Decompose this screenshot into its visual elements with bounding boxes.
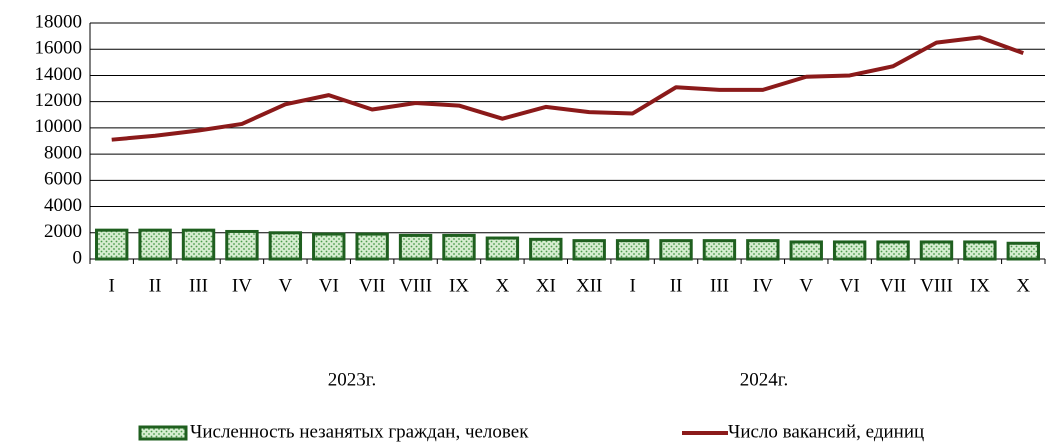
- bar: [355, 232, 389, 261]
- bar: [138, 228, 172, 261]
- y-tick-label: 10000: [35, 116, 83, 137]
- x-tick-label: II: [149, 275, 162, 296]
- bar: [746, 239, 780, 261]
- bar: [181, 228, 216, 261]
- x-tick-label: VI: [319, 275, 339, 296]
- y-tick-label: 4000: [44, 195, 82, 216]
- year-label: 2024г.: [740, 369, 788, 390]
- y-tick-label: 8000: [44, 142, 82, 163]
- bar: [789, 240, 823, 261]
- legend-swatch: [138, 425, 188, 441]
- legend-label: Численность незанятых граждан, человек: [190, 421, 529, 442]
- x-tick-label: VII: [880, 275, 906, 296]
- bar: [398, 233, 433, 261]
- bar: [702, 239, 737, 261]
- x-tick-label: XI: [536, 275, 556, 296]
- y-tick-label: 0: [73, 247, 83, 268]
- y-tick-label: 12000: [35, 90, 83, 111]
- x-tick-label: VIII: [399, 275, 432, 296]
- bar: [832, 240, 867, 261]
- bar: [529, 237, 563, 261]
- x-tick-label: III: [710, 275, 729, 296]
- y-tick-label: 2000: [44, 221, 82, 242]
- year-label: 2023г.: [328, 369, 376, 390]
- x-tick-label: X: [1016, 275, 1030, 296]
- bar: [876, 240, 910, 261]
- bar: [225, 229, 259, 261]
- bar: [485, 236, 520, 261]
- y-tick-label: 14000: [35, 64, 83, 85]
- bar: [1006, 241, 1040, 261]
- bar: [659, 239, 693, 261]
- bar: [572, 239, 606, 261]
- bar: [919, 240, 954, 261]
- x-tick-label: XII: [576, 275, 602, 296]
- x-tick-label: X: [496, 275, 510, 296]
- x-tick-label: IX: [970, 275, 990, 296]
- x-tick-label: IX: [449, 275, 469, 296]
- x-tick-label: VII: [359, 275, 385, 296]
- y-tick-label: 16000: [35, 38, 83, 59]
- bar: [963, 240, 997, 261]
- x-tick-label: VI: [840, 275, 860, 296]
- x-tick-label: III: [189, 275, 208, 296]
- bar: [442, 233, 476, 261]
- x-tick-label: VIII: [920, 275, 953, 296]
- x-tick-label: I: [109, 275, 115, 296]
- legend-label: Число вакансий, единиц: [728, 421, 924, 442]
- x-tick-label: V: [799, 275, 813, 296]
- bar: [95, 228, 129, 261]
- x-tick-label: V: [278, 275, 292, 296]
- y-tick-label: 6000: [44, 169, 82, 190]
- x-tick-label: IV: [232, 275, 252, 296]
- x-tick-label: I: [629, 275, 635, 296]
- bar: [312, 232, 346, 261]
- line: [111, 35, 1024, 142]
- y-tick-label: 18000: [35, 11, 83, 32]
- bar: [615, 239, 650, 261]
- x-tick-label: IV: [753, 275, 773, 296]
- x-tick-label: II: [670, 275, 683, 296]
- bar: [268, 231, 303, 261]
